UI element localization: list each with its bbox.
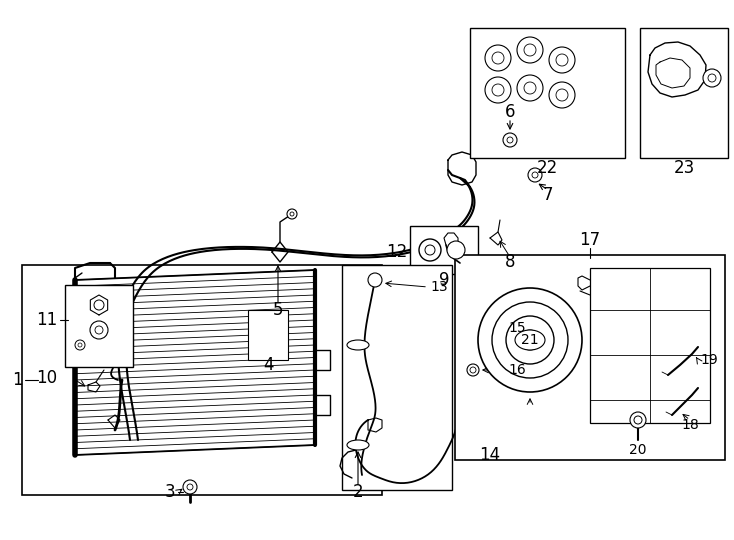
Bar — [590, 268, 710, 423]
Text: 14: 14 — [479, 446, 501, 464]
Circle shape — [94, 300, 104, 310]
Text: 4: 4 — [263, 356, 273, 374]
Circle shape — [183, 480, 197, 494]
Circle shape — [556, 89, 568, 101]
Circle shape — [492, 52, 504, 64]
Circle shape — [549, 47, 575, 73]
Text: 12: 12 — [386, 243, 407, 261]
Circle shape — [467, 364, 479, 376]
Circle shape — [532, 172, 538, 178]
Circle shape — [703, 69, 721, 87]
Text: 8: 8 — [505, 253, 515, 271]
Text: 17: 17 — [579, 231, 600, 249]
Circle shape — [478, 288, 582, 392]
Circle shape — [517, 75, 543, 101]
Circle shape — [425, 245, 435, 255]
Bar — [455, 255, 725, 460]
Bar — [248, 310, 288, 360]
Text: 6: 6 — [505, 103, 515, 121]
Circle shape — [290, 212, 294, 216]
Circle shape — [503, 133, 517, 147]
Text: 9: 9 — [439, 271, 449, 289]
Circle shape — [630, 412, 646, 428]
Bar — [22, 265, 382, 495]
Circle shape — [187, 484, 193, 490]
Circle shape — [524, 82, 536, 94]
Bar — [470, 28, 625, 158]
Bar — [640, 28, 728, 158]
Circle shape — [492, 302, 568, 378]
Text: 13: 13 — [430, 280, 448, 294]
Circle shape — [287, 209, 297, 219]
Circle shape — [506, 316, 554, 364]
Text: 20: 20 — [629, 443, 647, 457]
Text: 11: 11 — [36, 311, 57, 329]
Bar — [347, 345, 369, 445]
Circle shape — [75, 340, 85, 350]
Text: 5: 5 — [273, 301, 283, 319]
Circle shape — [485, 45, 511, 71]
Text: 21: 21 — [521, 333, 539, 347]
Circle shape — [556, 54, 568, 66]
Circle shape — [549, 82, 575, 108]
Circle shape — [517, 37, 543, 63]
Circle shape — [524, 44, 536, 56]
Bar — [410, 226, 478, 274]
Text: 10: 10 — [36, 369, 57, 387]
Circle shape — [368, 273, 382, 287]
Text: 16: 16 — [508, 363, 526, 377]
Circle shape — [470, 367, 476, 373]
Circle shape — [492, 84, 504, 96]
Text: 19: 19 — [700, 353, 718, 367]
Text: 15: 15 — [508, 321, 526, 335]
Bar — [342, 265, 452, 490]
Circle shape — [507, 137, 513, 143]
Bar — [65, 285, 133, 367]
Circle shape — [485, 77, 511, 103]
Text: 1: 1 — [12, 371, 22, 389]
Circle shape — [520, 330, 540, 350]
Text: 18: 18 — [681, 418, 699, 432]
Text: 2: 2 — [353, 483, 363, 501]
Circle shape — [447, 241, 465, 259]
Circle shape — [419, 239, 441, 261]
Circle shape — [95, 326, 103, 334]
Text: 22: 22 — [537, 159, 558, 177]
Circle shape — [708, 74, 716, 82]
Circle shape — [634, 416, 642, 424]
Ellipse shape — [347, 340, 369, 350]
Circle shape — [78, 343, 82, 347]
Text: 23: 23 — [673, 159, 694, 177]
Ellipse shape — [515, 330, 545, 350]
Text: 7: 7 — [542, 186, 553, 204]
Circle shape — [528, 168, 542, 182]
Circle shape — [90, 321, 108, 339]
Text: 3: 3 — [164, 483, 175, 501]
Ellipse shape — [347, 440, 369, 450]
